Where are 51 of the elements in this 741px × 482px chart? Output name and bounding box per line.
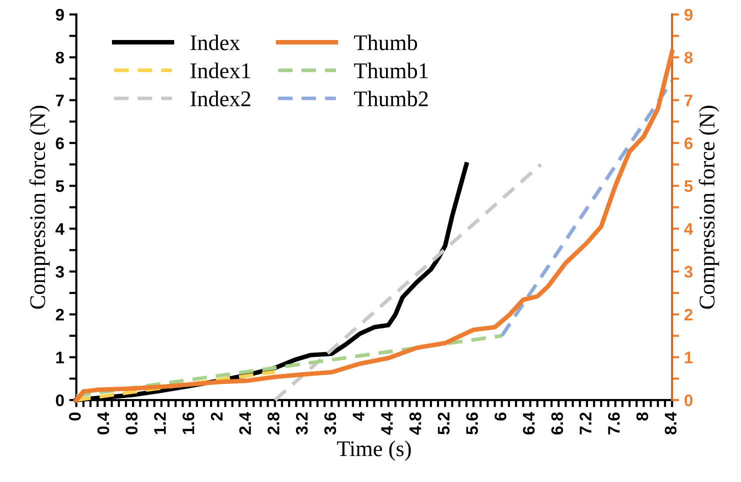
x-tick-label: 8 bbox=[636, 412, 648, 421]
x-tick-label: 0.4 bbox=[97, 412, 110, 434]
y2-tick-label: 8 bbox=[684, 52, 693, 64]
legend-label: Thumb bbox=[354, 34, 418, 50]
legend-label: Index1 bbox=[190, 62, 250, 78]
x-tick-label: 0.8 bbox=[126, 412, 138, 434]
y2-tick-label: 6 bbox=[684, 137, 693, 150]
x-tick-label: 0 bbox=[68, 412, 81, 420]
y2-tick-label: 1 bbox=[684, 352, 693, 364]
y2-tick-label: 9 bbox=[684, 8, 693, 21]
y2-tick-label: 5 bbox=[684, 180, 693, 192]
x-axis-title: Time (s) bbox=[337, 440, 411, 461]
y-tick-label: 8 bbox=[56, 52, 64, 64]
x-tick-label: 6.8 bbox=[551, 412, 564, 434]
y-tick-label: 0 bbox=[56, 394, 64, 406]
x-tick-label: 4.4 bbox=[381, 412, 393, 435]
y-tick-label: 3 bbox=[56, 266, 64, 278]
x-tick-label: 7.2 bbox=[580, 412, 592, 434]
y2-tick-label: 0 bbox=[684, 394, 692, 406]
y-tick-label: 5 bbox=[56, 180, 64, 192]
x-tick-label: 3.2 bbox=[296, 412, 308, 435]
y2-tick-label: 7 bbox=[684, 94, 692, 106]
y-tick-label: 7 bbox=[56, 94, 64, 106]
legend-label: Index2 bbox=[190, 90, 250, 106]
y2-tick-label: 2 bbox=[684, 308, 692, 320]
legend-label: Thumb1 bbox=[354, 62, 428, 78]
legend-label: Index bbox=[190, 34, 240, 50]
y2-tick-label: 4 bbox=[684, 223, 694, 235]
y-tick-label: 4 bbox=[56, 223, 64, 235]
x-tick-label: 7.6 bbox=[608, 412, 620, 434]
x-tick-label: 3.6 bbox=[324, 412, 336, 435]
x-tick-label: 4 bbox=[352, 412, 364, 421]
y2-tick-label: 3 bbox=[684, 266, 693, 278]
x-tick-label: 6 bbox=[494, 412, 506, 421]
x-tick-label: 5.2 bbox=[438, 412, 450, 435]
x-tick-label: 5.6 bbox=[466, 412, 478, 435]
y2-axis-title: Compression force (N) bbox=[698, 106, 720, 309]
x-tick-label: 2.4 bbox=[239, 412, 251, 434]
x-tick-label: 6.4 bbox=[522, 412, 535, 434]
x-tick-label: 4.8 bbox=[409, 412, 422, 435]
x-tick-label: 1.6 bbox=[182, 412, 194, 434]
x-tick-label: 1.2 bbox=[154, 412, 166, 434]
x-tick-label: 2 bbox=[210, 412, 222, 421]
x-tick-label: 8.4 bbox=[664, 412, 677, 435]
y-tick-label: 9 bbox=[56, 8, 64, 21]
y-tick-label: 6 bbox=[56, 137, 64, 150]
x-tick-label: 2.8 bbox=[268, 412, 280, 434]
y-tick-label: 1 bbox=[56, 352, 64, 364]
legend-label: Thumb2 bbox=[354, 90, 428, 106]
y-axis-title: Compression force (N) bbox=[29, 106, 50, 309]
y-tick-label: 2 bbox=[56, 308, 64, 320]
